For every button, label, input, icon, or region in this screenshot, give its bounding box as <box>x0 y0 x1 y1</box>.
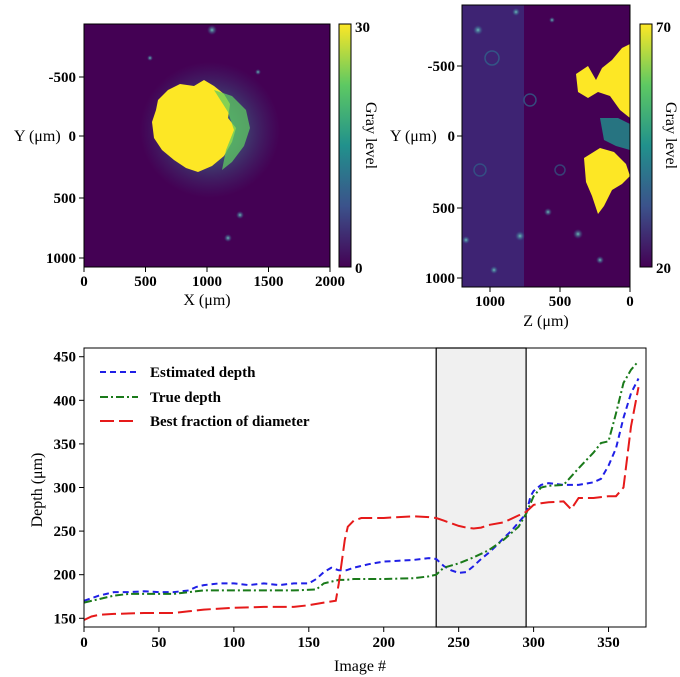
colorbar-xy <box>338 23 352 268</box>
line-chart-y-ticks: 150 200 250 300 350 400 450 <box>54 350 84 627</box>
line-chart-legend: Estimated depth True depth Best fraction… <box>100 365 310 430</box>
heatmap-xy-y-tick-0: -500 <box>49 70 77 86</box>
y-tick-label-0: 150 <box>54 611 77 627</box>
heatmap-xy-bright-region <box>152 80 236 172</box>
line-chart-highlight <box>435 347 527 628</box>
heatmap-xy-y-tick-2: 500 <box>54 191 77 207</box>
heatmap-zy-x-ticks <box>489 287 631 292</box>
line-chart: 0 50 100 150 200 250 300 350 150 200 250 300 350 400… <box>29 347 647 675</box>
legend-label-estimated: Estimated depth <box>150 365 256 381</box>
y-tick-label-3: 300 <box>54 481 77 497</box>
series-line-1 <box>83 360 640 604</box>
heatmap-xy-x-tick-2: 1000 <box>192 274 222 290</box>
x-tick-label-3: 150 <box>298 635 321 651</box>
heatmap-zy-x-tick-1: 500 <box>549 294 572 310</box>
heatmap-xy-x-tick-0: 0 <box>80 274 88 290</box>
heatmap-zy-x-tick-2: 0 <box>626 294 634 310</box>
heatmap-zy-x-tick-0: 1000 <box>475 294 505 310</box>
colorbar-zy-label: Gray level <box>662 102 679 170</box>
heatmap-zy-bright-region-upper <box>576 44 630 118</box>
y-tick-label-5: 400 <box>54 393 77 409</box>
x-tick-label-2: 100 <box>223 635 246 651</box>
heatmap-zy-bright-region-lower <box>584 148 630 214</box>
series-line-0 <box>83 378 640 602</box>
legend-label-best: Best fraction of diameter <box>150 414 310 430</box>
heatmap-zy-mid-region <box>600 118 630 150</box>
heatmap-zy-y-label: Y (μm) <box>390 128 437 145</box>
legend-label-true: True depth <box>150 390 222 406</box>
x-tick-label-4: 200 <box>372 635 395 651</box>
heatmap-zy-y-tick-2: 500 <box>433 201 456 217</box>
heatmap-xy-y-tick-3: 1000 <box>46 251 76 267</box>
x-tick-label-6: 300 <box>522 635 545 651</box>
heatmap-xy-y-tick-1: 0 <box>69 129 77 145</box>
heatmap-zy-y-ticks <box>457 65 462 279</box>
colorbar-zy-min: 20 <box>656 261 671 277</box>
heatmap-zy-left-band <box>462 5 524 287</box>
series-line-2 <box>83 387 640 621</box>
y-tick-label-1: 200 <box>54 568 77 584</box>
y-tick-label-6: 450 <box>54 350 77 366</box>
heatmap-xy-x-ticks <box>83 267 331 272</box>
colorbar-zy <box>639 23 653 268</box>
line-chart-series-group <box>83 360 640 621</box>
colorbar-xy-min: 0 <box>355 261 363 277</box>
heatmap-zy-y-tick-3: 1000 <box>425 271 455 287</box>
x-tick-label-5: 250 <box>447 635 470 651</box>
x-tick-label-1: 50 <box>151 635 166 651</box>
heatmap-xy-y-label: Y (μm) <box>14 128 61 145</box>
line-chart-y-label: Depth (μm) <box>29 453 46 528</box>
x-tick-label-7: 350 <box>597 635 620 651</box>
heatmap-zy-y-tick-0: -500 <box>428 59 456 75</box>
colorbar-xy-label: Gray level <box>362 102 379 170</box>
heatmap-xy-x-tick-4: 2000 <box>315 274 345 290</box>
heatmap-xy-mid-region <box>214 90 250 170</box>
heatmap-zy-y-tick-1: 0 <box>448 129 456 145</box>
line-chart-x-label: Image # <box>334 658 386 675</box>
line-chart-x-ticks: 0 50 100 150 200 250 300 350 <box>80 627 620 651</box>
y-tick-label-4: 350 <box>54 437 77 453</box>
heatmap-xy-x-tick-3: 1500 <box>254 274 284 290</box>
heatmap-xy-y-ticks <box>79 76 84 259</box>
heatmap-zy-speckles <box>462 8 604 274</box>
heatmap-xy-x-label: X (μm) <box>183 292 230 309</box>
colorbar-zy-max: 70 <box>656 20 671 36</box>
colorbar-xy-max: 30 <box>355 20 370 36</box>
heatmap-zy: 1000 500 0 -500 0 500 1000 Z (μm) Y (μm)… <box>390 4 679 330</box>
heatmap-xy: 0 500 1000 1500 2000 -500 0 500 1000 X (… <box>14 20 379 309</box>
heatmap-zy-frame <box>461 4 631 288</box>
x-tick-label-0: 0 <box>80 635 88 651</box>
heatmap-xy-x-tick-1: 500 <box>134 274 157 290</box>
heatmap-zy-x-label: Z (μm) <box>523 313 568 330</box>
y-tick-label-2: 250 <box>54 524 77 540</box>
